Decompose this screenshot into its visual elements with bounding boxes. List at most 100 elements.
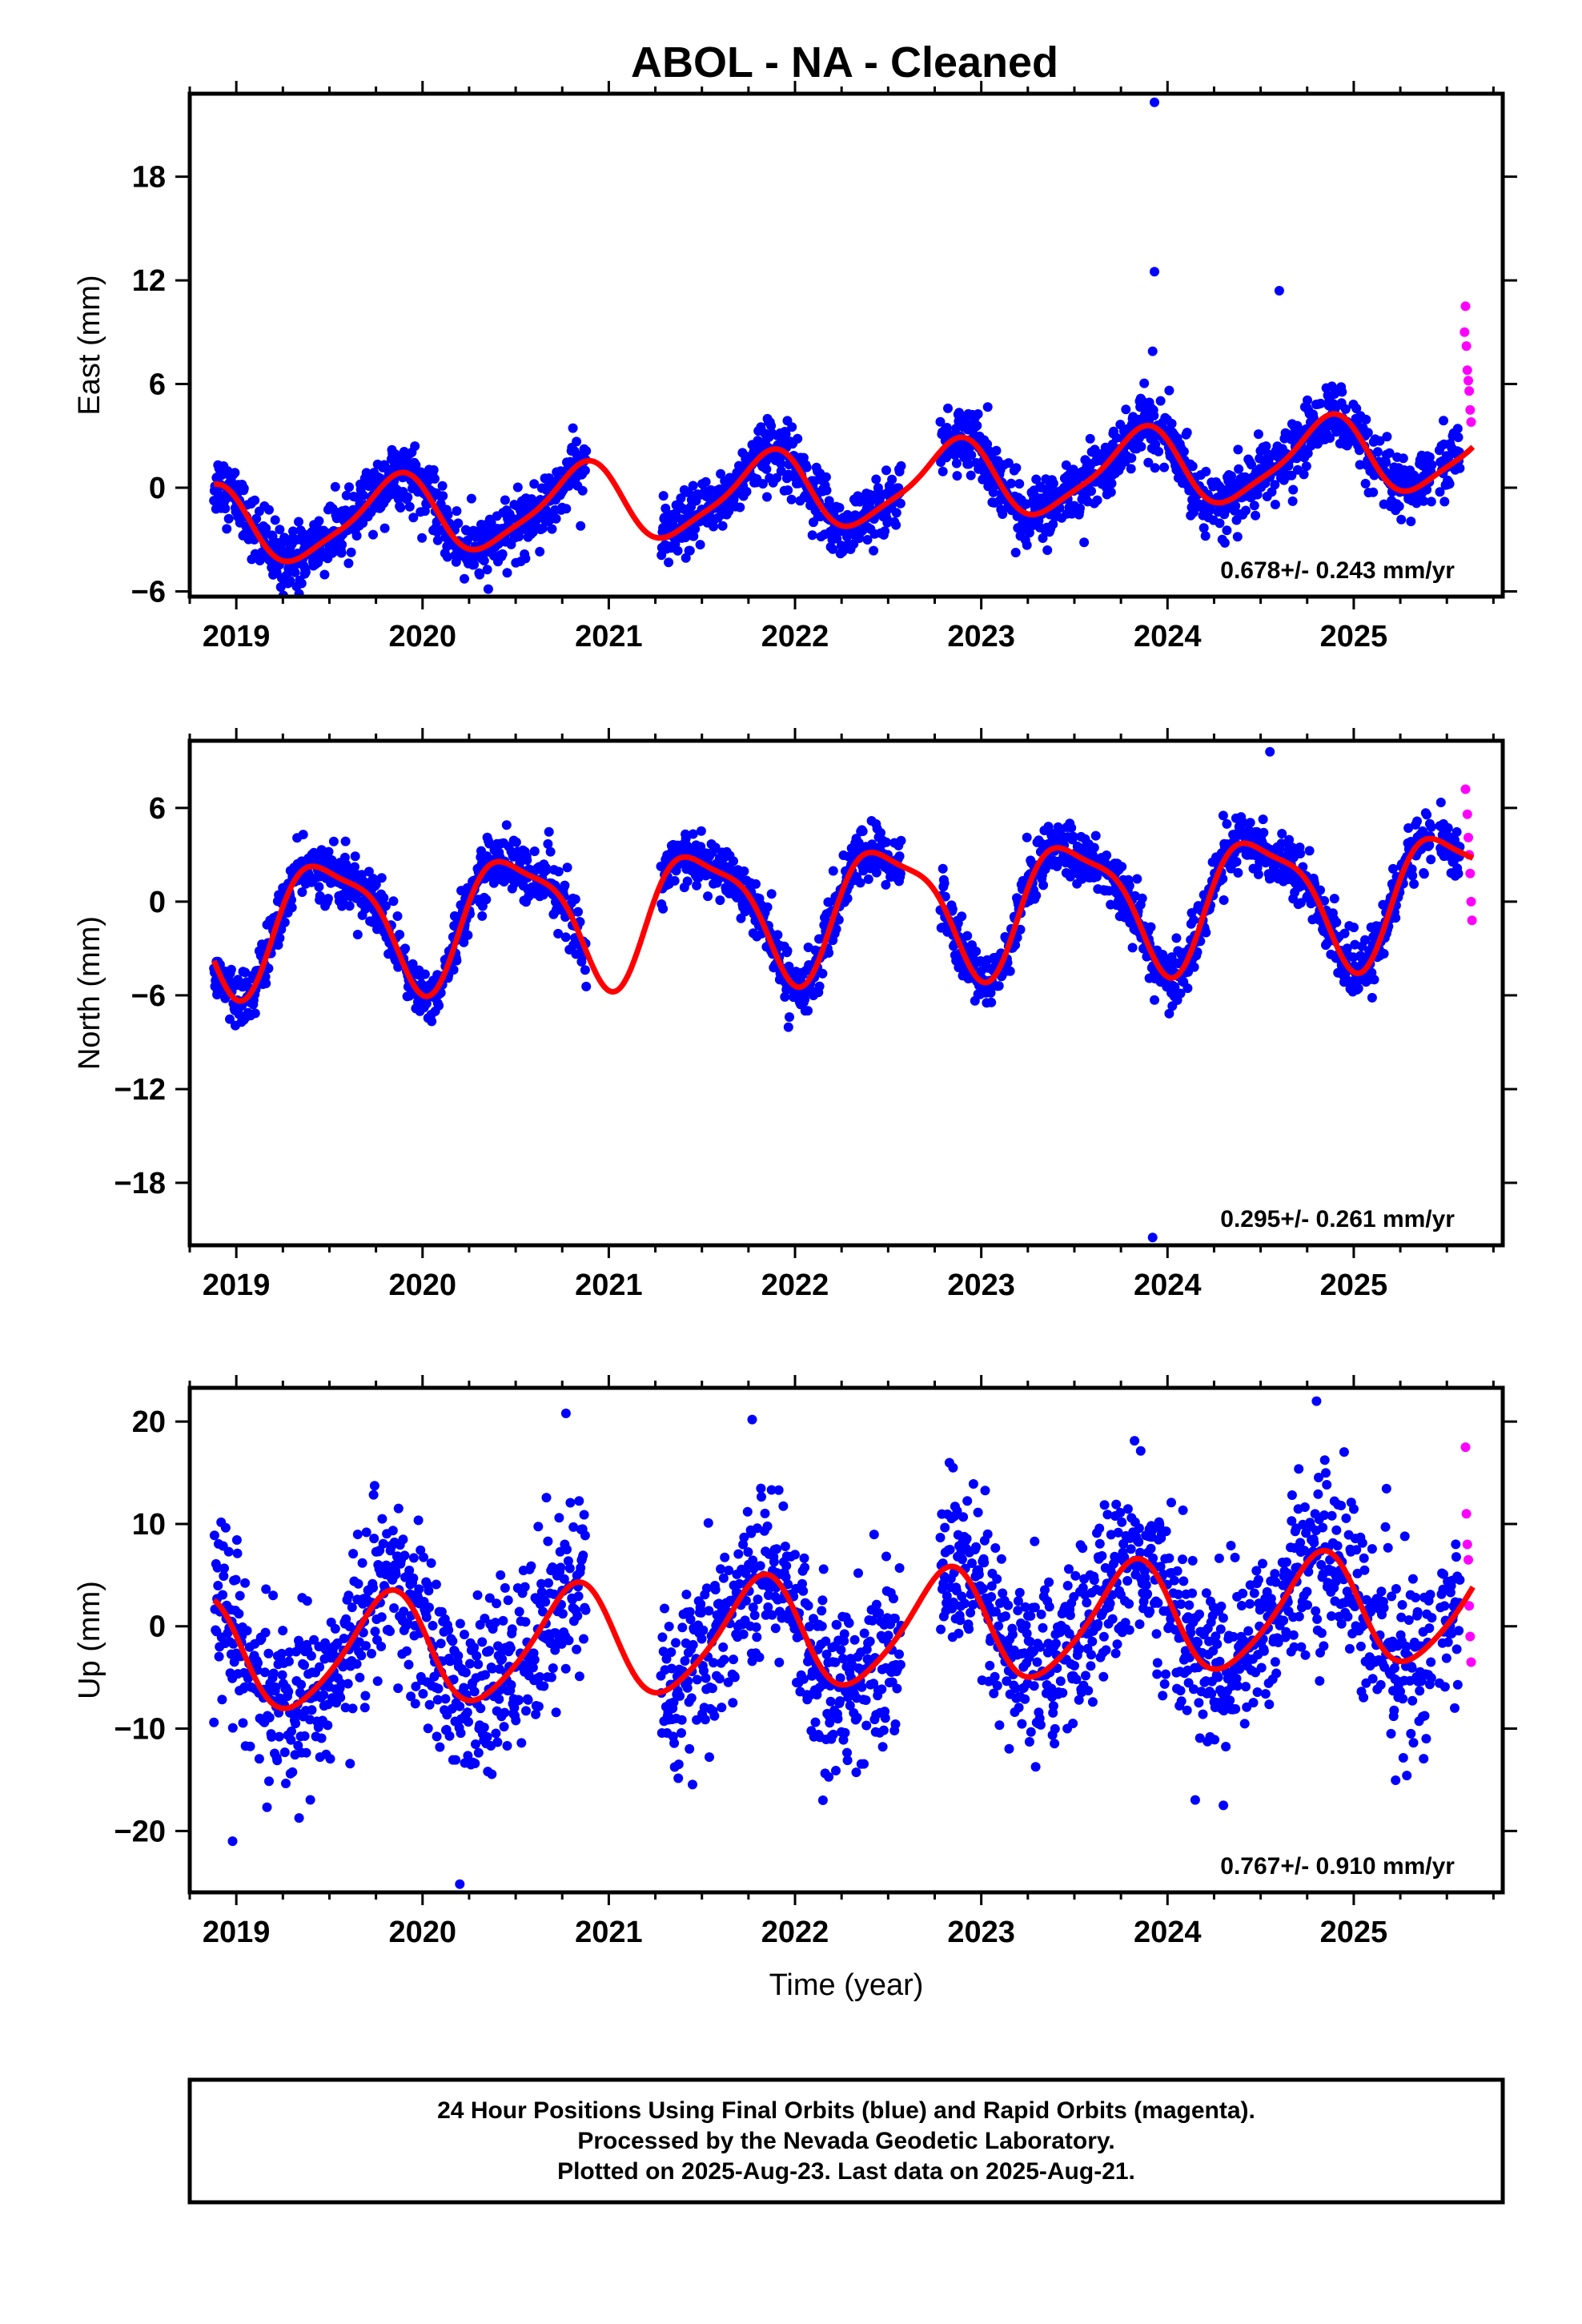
north-final-point [1238, 818, 1248, 828]
up-final-point [488, 1663, 497, 1674]
east-final-point [880, 526, 890, 537]
up-final-point [348, 1549, 359, 1559]
up-final-point [419, 1552, 428, 1562]
north-final-point [814, 981, 825, 991]
north-final-point [1304, 846, 1315, 856]
north-y-tick-label: 0 [149, 886, 166, 919]
east-final-point [1079, 537, 1090, 548]
east-final-point [250, 495, 260, 505]
up-final-point [482, 1732, 492, 1742]
up-final-point [291, 1719, 301, 1729]
up-final-point [426, 1558, 436, 1568]
up-final-point [574, 1496, 584, 1506]
north-final-point [529, 846, 540, 856]
north-final-point [323, 846, 334, 857]
north-model-fit-line [211, 835, 1476, 1004]
east-final-point [410, 441, 420, 452]
up-final-point [669, 1738, 680, 1748]
east-final-point [1439, 416, 1448, 426]
east-final-point [1241, 505, 1251, 516]
up-final-point [514, 1695, 524, 1705]
up-final-point [335, 1692, 346, 1703]
north-final-point [225, 1014, 235, 1024]
up-final-point [260, 1627, 271, 1638]
east-final-point [952, 471, 962, 481]
north-x-tick-label: 2024 [1134, 1269, 1202, 1302]
north-final-point [1426, 854, 1436, 865]
east-rapid-point [1460, 327, 1470, 337]
north-final-point [1031, 891, 1042, 901]
up-final-point [428, 1621, 438, 1630]
up-final-point [240, 1578, 251, 1588]
north-final-point [803, 1006, 813, 1016]
north-rate-label: 0.295+/- 0.261 mm/yr [1220, 1206, 1455, 1232]
up-final-point [661, 1654, 672, 1664]
up-final-point [325, 1754, 335, 1764]
north-final-point [427, 1016, 437, 1027]
east-final-point [673, 545, 683, 556]
up-final-point [560, 1663, 571, 1674]
north-final-point [560, 880, 570, 891]
north-x-axis: 2019 2020 2021 2022 2023 2024 2025 [188, 728, 1495, 1302]
east-final-point [701, 476, 711, 487]
east-final-point [834, 503, 845, 513]
up-final-point [538, 1606, 548, 1617]
east-final-point [1252, 489, 1263, 500]
north-final-point [715, 895, 725, 906]
up-final-point [455, 1618, 465, 1629]
north-rapid-point [1464, 832, 1473, 842]
north-final-point [1295, 849, 1306, 858]
up-final-point [341, 1614, 351, 1624]
up-final-point [664, 1622, 674, 1631]
east-final-point [279, 534, 290, 545]
east-final-point [1136, 441, 1146, 452]
up-final-point [580, 1530, 590, 1541]
north-final-point [544, 826, 554, 837]
east-final-point [460, 573, 469, 584]
up-final-point [404, 1566, 415, 1575]
up-final-point [523, 1695, 533, 1705]
east-final-point [1006, 478, 1016, 489]
up-final-point [424, 1602, 434, 1613]
east-final-point [772, 472, 782, 483]
north-final-point [994, 981, 1004, 991]
east-final-point [1178, 446, 1189, 456]
up-final-point [424, 1586, 434, 1596]
east-final-point [220, 504, 231, 513]
east-final-point [1287, 470, 1297, 480]
up-final-point [336, 1679, 347, 1689]
east-final-point [942, 423, 952, 432]
north-final-orbit-points [209, 746, 1465, 1243]
east-final-point [1085, 433, 1095, 444]
north-final-point [581, 981, 592, 991]
east-final-point [1222, 525, 1232, 536]
east-final-point [1075, 503, 1085, 513]
east-final-point [954, 408, 964, 418]
up-final-point [278, 1626, 288, 1636]
up-final-orbit-points [209, 1396, 1465, 1889]
east-final-point [896, 460, 906, 471]
east-y-tick-label: 0 [149, 472, 166, 505]
north-final-point [871, 867, 881, 878]
up-final-point [494, 1694, 504, 1704]
up-final-point [680, 1656, 690, 1666]
up-final-point [283, 1656, 294, 1667]
up-final-point [294, 1813, 304, 1823]
east-final-point [982, 439, 993, 449]
north-final-point [1068, 831, 1078, 842]
up-final-point [463, 1751, 473, 1761]
east-final-point [1253, 429, 1263, 440]
up-final-point [573, 1591, 584, 1602]
east-outlier-point [1147, 346, 1158, 356]
east-final-point [964, 459, 974, 469]
east-final-point [1031, 474, 1042, 485]
north-x-tick-label: 2020 [389, 1269, 457, 1302]
north-final-point [658, 903, 669, 914]
east-final-point [824, 496, 834, 506]
up-final-point [440, 1694, 451, 1704]
up-final-point [433, 1683, 444, 1694]
east-panel: 2019 2020 2021 2022 2023 2024 2025−6061218East… [73, 81, 1517, 653]
east-final-point [438, 491, 448, 501]
up-final-point [343, 1679, 353, 1689]
